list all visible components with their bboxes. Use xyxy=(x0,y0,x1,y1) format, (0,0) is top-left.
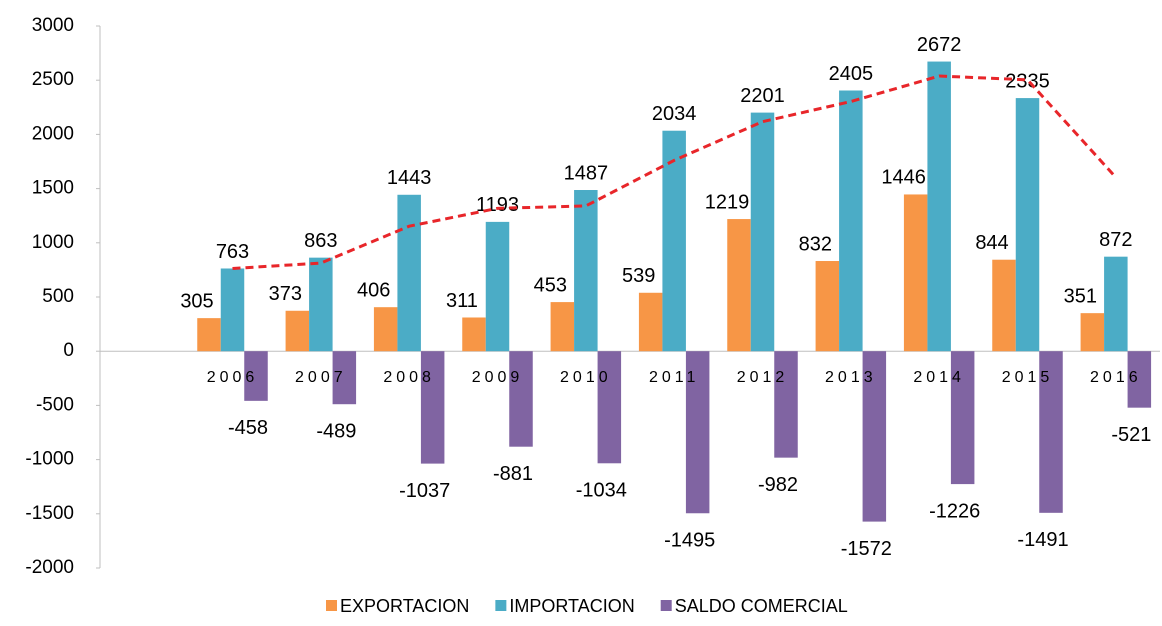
x-tick-label: 2012 xyxy=(737,369,789,386)
bar xyxy=(462,317,486,352)
x-tick-label: 2013 xyxy=(825,369,877,386)
data-label: 844 xyxy=(975,232,1008,254)
data-label: 351 xyxy=(1064,285,1097,307)
data-label: 832 xyxy=(799,233,832,255)
data-label: 872 xyxy=(1099,229,1132,251)
bar xyxy=(597,351,622,464)
y-tick-label: 1000 xyxy=(32,232,74,253)
data-label: 406 xyxy=(357,279,390,301)
bar xyxy=(862,351,887,522)
legend-swatch xyxy=(495,600,507,611)
bar xyxy=(197,318,221,352)
bar xyxy=(750,112,775,352)
legend-swatch xyxy=(326,600,337,611)
bar xyxy=(1104,256,1128,352)
y-tick-label: 3000 xyxy=(32,15,74,36)
data-label: -1491 xyxy=(1017,529,1068,551)
data-label: 1443 xyxy=(387,167,432,189)
bar xyxy=(1015,98,1040,352)
x-tick-label: 2015 xyxy=(1002,369,1054,386)
data-label: 305 xyxy=(180,290,213,312)
y-tick-label: -500 xyxy=(36,394,74,415)
data-label: 1487 xyxy=(564,162,609,184)
x-tick-label: 2010 xyxy=(560,369,612,386)
legend-label: IMPORTACION xyxy=(509,596,634,616)
y-tick-label: 2500 xyxy=(32,69,74,90)
y-tick-label: 1500 xyxy=(32,178,74,199)
data-label: 2201 xyxy=(740,85,785,107)
bar xyxy=(727,219,751,352)
data-label: 2672 xyxy=(917,34,962,56)
x-tick-label: 2016 xyxy=(1090,369,1142,386)
data-label: -881 xyxy=(493,463,533,485)
trendline xyxy=(232,74,1117,270)
x-tick-label: 2011 xyxy=(649,369,699,386)
bar xyxy=(638,292,663,352)
bar xyxy=(992,259,1016,352)
bar xyxy=(244,351,268,401)
data-label: 763 xyxy=(216,241,249,263)
y-tick-label: -1500 xyxy=(25,503,74,524)
data-label: 2034 xyxy=(652,103,697,125)
data-label: -1572 xyxy=(841,538,892,560)
x-tick-label: 2007 xyxy=(295,369,347,386)
legend-swatch xyxy=(660,600,672,611)
y-tick-label: -2000 xyxy=(25,557,74,578)
y-tick-label: 0 xyxy=(63,340,74,361)
legend-label: EXPORTACION xyxy=(340,596,469,616)
bar xyxy=(1039,351,1063,513)
data-label: 1219 xyxy=(705,191,750,213)
bar xyxy=(950,351,975,485)
bar xyxy=(220,268,245,352)
bar xyxy=(420,351,445,464)
bar xyxy=(485,221,510,352)
x-tick-label: 2014 xyxy=(913,369,965,386)
data-label: -489 xyxy=(316,420,356,442)
data-label: -1034 xyxy=(576,480,627,502)
y-tick-label: 2000 xyxy=(32,123,74,144)
x-tick-label: 2006 xyxy=(207,369,259,386)
bar xyxy=(509,351,533,447)
data-label: -458 xyxy=(228,417,268,439)
data-label: -521 xyxy=(1111,424,1151,446)
data-label: -1037 xyxy=(399,480,450,502)
bar xyxy=(927,61,951,352)
y-tick-label: 500 xyxy=(42,286,74,307)
bar xyxy=(1080,313,1105,352)
bar xyxy=(309,257,333,352)
bar xyxy=(373,307,398,352)
bar xyxy=(685,351,710,514)
data-label: 1193 xyxy=(476,194,519,216)
data-label: 311 xyxy=(446,290,478,312)
bar xyxy=(903,194,928,352)
data-label: 2335 xyxy=(1005,70,1050,92)
bar xyxy=(815,261,840,352)
bar xyxy=(285,310,310,352)
x-tick-label: 2008 xyxy=(383,369,435,386)
data-label: 453 xyxy=(534,274,567,296)
bar xyxy=(550,302,575,352)
bar xyxy=(574,190,598,352)
data-label: -1495 xyxy=(664,530,715,552)
data-label: 2405 xyxy=(829,63,874,85)
bar xyxy=(839,90,863,352)
bar xyxy=(662,130,686,352)
data-label: -982 xyxy=(758,474,798,496)
bar xyxy=(1127,351,1152,408)
data-label: 373 xyxy=(269,283,302,305)
bar xyxy=(774,351,798,458)
data-label: 863 xyxy=(304,230,337,252)
bar xyxy=(397,194,421,352)
x-tick-label: 2009 xyxy=(472,369,524,386)
data-label: 1446 xyxy=(881,167,926,189)
y-tick-label: -1000 xyxy=(25,449,74,470)
bar xyxy=(332,351,357,405)
data-label: 539 xyxy=(622,265,655,287)
data-label: -1226 xyxy=(929,500,980,522)
legend-label: SALDO COMERCIAL xyxy=(675,596,848,616)
